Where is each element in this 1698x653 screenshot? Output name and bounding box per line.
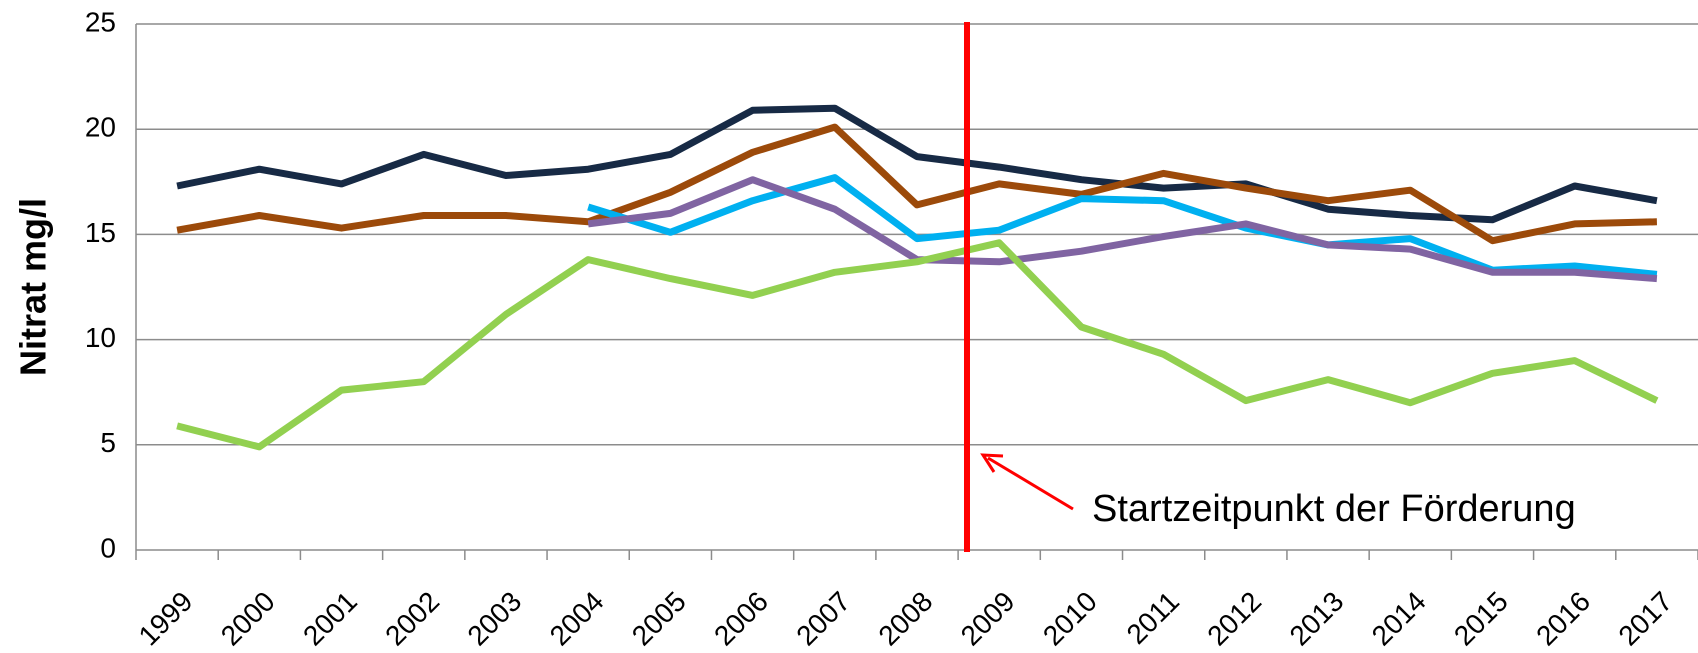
x-tick-label: 2011 [1121,586,1186,651]
series-line [176,123,1657,245]
y-tick-label: 5 [100,427,116,458]
y-tick-label: 0 [100,532,116,563]
y-axis-label: Nitrat mg/l [13,198,54,376]
y-tick-label: 20 [85,112,116,143]
x-tick-label: 2017 [1612,586,1678,652]
x-tick-label: 2007 [790,586,856,652]
series-line [587,176,1658,283]
series-line [176,239,1659,451]
annotation-arrow [987,456,1074,511]
x-tick-label: 2000 [215,586,281,652]
x-tick-label: 2003 [461,586,527,652]
grid [135,23,1698,560]
x-tick-label: 2008 [872,586,938,652]
x-tick-label: 2016 [1530,586,1596,652]
series-line [587,174,1658,278]
y-tick-label: 25 [85,6,116,37]
x-tick-label: 2012 [1201,586,1267,652]
x-tick-label: 2006 [708,586,774,652]
lines [176,104,1659,451]
arrow-head [980,453,1004,473]
x-tick-label: 2002 [379,586,445,652]
y-tick-label: 10 [85,322,116,353]
series-line [176,104,1658,224]
x-tick-label: 2005 [626,586,692,652]
x-tick-label: 2015 [1448,586,1514,652]
y-tick-label: 15 [85,217,116,248]
x-tick-label: 2010 [1037,586,1103,652]
x-tick-label: 1999 [133,586,199,652]
x-tick-label: 2004 [544,586,610,652]
x-tick-label: 2009 [955,586,1021,652]
annotation: Startzeitpunkt der Förderung [1092,488,1576,530]
x-tick-label: 2014 [1366,586,1432,652]
x-tick-label: 2001 [297,586,363,652]
x-tick-label: 2013 [1284,586,1350,652]
